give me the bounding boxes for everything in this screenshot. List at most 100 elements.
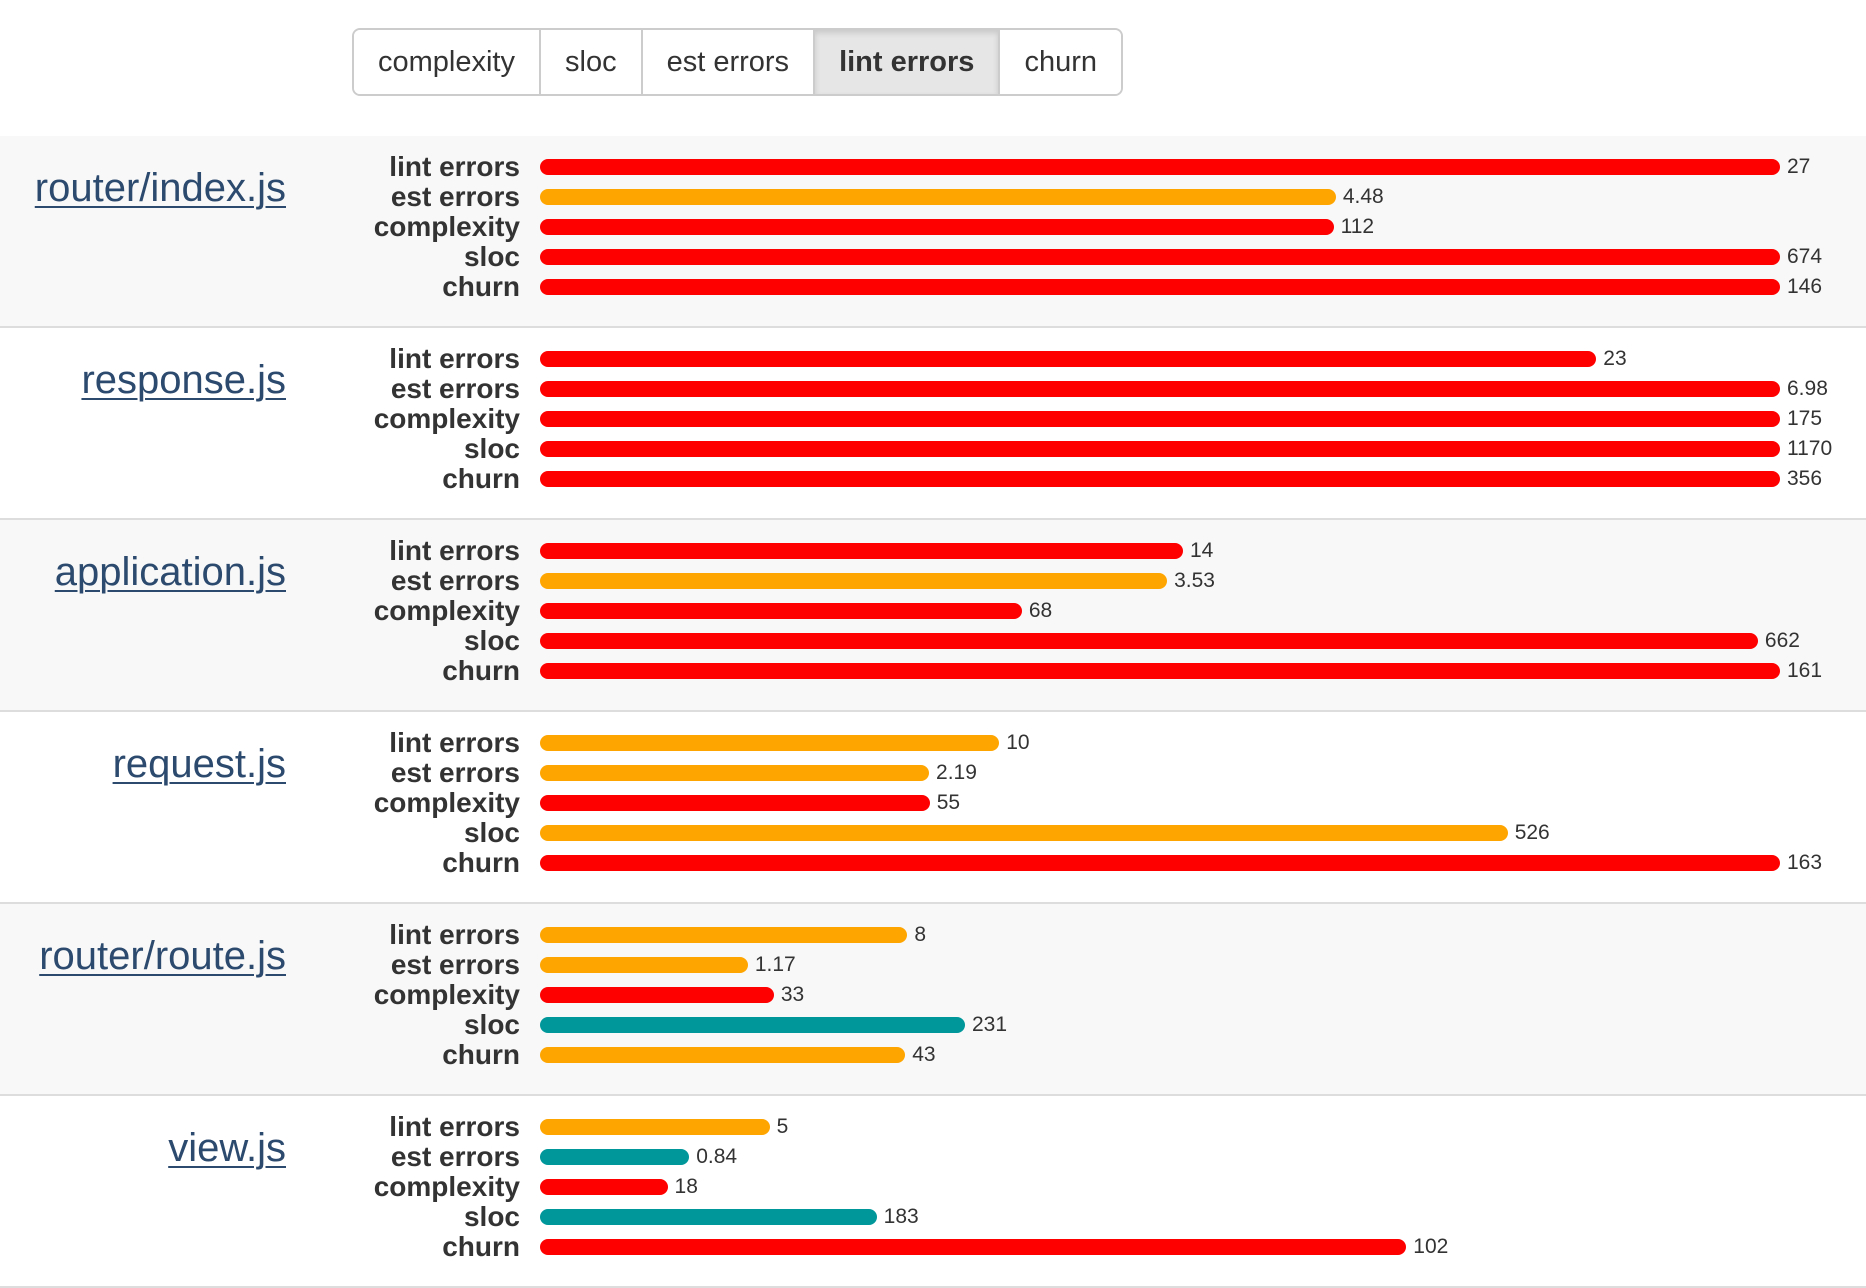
bar-sloc [540, 1209, 877, 1225]
metric-row: est errors 4.48 [0, 182, 1866, 212]
bar-value-label: 14 [1189, 539, 1214, 562]
bar-value-label: 356 [1787, 467, 1823, 490]
metric-label: est errors [390, 181, 520, 212]
bar-churn [540, 279, 1780, 295]
bar-value-label: 674 [1787, 245, 1823, 268]
bar-est-errors [540, 381, 1780, 397]
metric-label: churn [442, 847, 520, 878]
bar-value-label: 5 [776, 1115, 789, 1138]
bar-est-errors [540, 573, 1168, 589]
bar-value-label: 0.84 [696, 1145, 738, 1168]
bar-value-label: 146 [1787, 275, 1823, 298]
file-link-view-js[interactable]: view.js [168, 1126, 286, 1170]
metric-label: churn [442, 271, 520, 302]
metric-row: est errors 6.98 [0, 374, 1866, 404]
bar-value-label: 1170 [1787, 437, 1833, 460]
sort-button-group: complexity sloc est errors lint errors c… [352, 28, 1123, 96]
bar-complexity [540, 411, 1780, 427]
file-link-router-route-js[interactable]: router/route.js [39, 934, 286, 978]
metric-row: complexity 55 [0, 788, 1866, 818]
metric-label: lint errors [389, 727, 520, 758]
file-row: response.js lint errors 23 est errors 6.98 co… [0, 328, 1866, 520]
bar-complexity [540, 795, 930, 811]
metric-row: complexity 175 [0, 404, 1866, 434]
bar-value-label: 3.53 [1174, 569, 1215, 592]
file-row: application.js lint errors 14 est errors 3.5… [0, 520, 1866, 712]
metric-row: est errors 3.53 [0, 566, 1866, 596]
bar-est-errors [540, 1149, 690, 1165]
metric-label: lint errors [389, 151, 520, 182]
bar-value-label: 33 [780, 983, 805, 1006]
bar-value-label: 6.98 [1787, 377, 1828, 400]
bar-complexity [540, 603, 1022, 619]
metric-label: lint errors [389, 919, 520, 950]
file-link-request-js[interactable]: request.js [112, 742, 286, 786]
sort-lint-errors-button[interactable]: lint errors [815, 30, 1001, 94]
bar-complexity [540, 987, 774, 1003]
metric-row: sloc 662 [0, 626, 1866, 656]
bar-complexity [540, 219, 1334, 235]
file-row: view.js lint errors 5 est errors 0.84 complex… [0, 1096, 1866, 1288]
metric-row: sloc 183 [0, 1202, 1866, 1232]
sort-complexity-button[interactable]: complexity [354, 30, 541, 94]
metric-row: sloc 674 [0, 242, 1866, 272]
sort-sloc-button[interactable]: sloc [541, 30, 643, 94]
bar-complexity [540, 1179, 668, 1195]
bar-value-label: 4.48 [1342, 185, 1384, 208]
bar-value-label: 231 [971, 1013, 1008, 1036]
metric-label: churn [442, 1039, 520, 1070]
bar-value-label: 18 [674, 1175, 698, 1198]
metric-row: lint errors 8 [0, 920, 1866, 950]
file-link-response-js[interactable]: response.js [81, 358, 286, 402]
bar-lint-errors [540, 351, 1597, 367]
bar-churn [540, 471, 1780, 487]
bar-sloc [540, 441, 1780, 457]
sort-churn-button[interactable]: churn [1000, 30, 1121, 94]
metric-row: churn 43 [0, 1040, 1866, 1070]
bar-value-label: 163 [1787, 851, 1823, 874]
file-row: router/index.js lint errors 27 est errors 4.… [0, 136, 1866, 328]
bar-value-label: 183 [883, 1205, 919, 1228]
file-link-application-js[interactable]: application.js [54, 550, 286, 594]
bar-sloc [540, 633, 1758, 649]
bar-est-errors [540, 189, 1336, 205]
bar-value-label: 2.19 [936, 761, 977, 784]
metric-row: est errors 2.19 [0, 758, 1866, 788]
bar-sloc [540, 1017, 965, 1033]
metric-label: est errors [390, 949, 520, 980]
metric-label: sloc [463, 1009, 520, 1040]
metric-row: churn 146 [0, 272, 1866, 302]
metric-row: lint errors 10 [0, 728, 1866, 758]
bar-churn [540, 663, 1780, 679]
bar-lint-errors [540, 1119, 770, 1135]
bar-est-errors [540, 765, 930, 781]
sort-est-errors-button[interactable]: est errors [642, 30, 816, 94]
file-metrics-chart: router/index.js lint errors 27 est errors 4.… [0, 136, 1866, 1288]
bar-value-label: 10 [1006, 731, 1030, 754]
metric-label: churn [442, 1231, 520, 1262]
metric-row: churn 163 [0, 848, 1866, 878]
file-link-router-index-js[interactable]: router/index.js [34, 166, 286, 210]
metric-label: sloc [463, 625, 520, 656]
bar-lint-errors [540, 543, 1183, 559]
bar-value-label: 175 [1787, 407, 1823, 430]
metric-row: lint errors 14 [0, 536, 1866, 566]
file-row: request.js lint errors 10 est errors 2.19 com… [0, 712, 1866, 904]
metric-label: churn [442, 655, 520, 686]
bar-lint-errors [540, 735, 1000, 751]
metric-label: est errors [390, 1141, 520, 1172]
metric-label: sloc [463, 1201, 520, 1232]
bar-value-label: 161 [1787, 659, 1823, 682]
metric-label: complexity [373, 979, 520, 1010]
metric-row: sloc 526 [0, 818, 1866, 848]
bar-lint-errors [540, 159, 1780, 175]
bar-value-label: 68 [1028, 599, 1053, 622]
metric-row: lint errors 5 [0, 1112, 1866, 1142]
bar-value-label: 23 [1603, 347, 1627, 370]
metric-row: lint errors 27 [0, 152, 1866, 182]
metric-label: complexity [373, 1171, 520, 1202]
metric-label: lint errors [389, 343, 520, 374]
bar-value-label: 112 [1340, 215, 1375, 238]
metric-label: lint errors [389, 1111, 520, 1142]
metric-row: complexity 68 [0, 596, 1866, 626]
